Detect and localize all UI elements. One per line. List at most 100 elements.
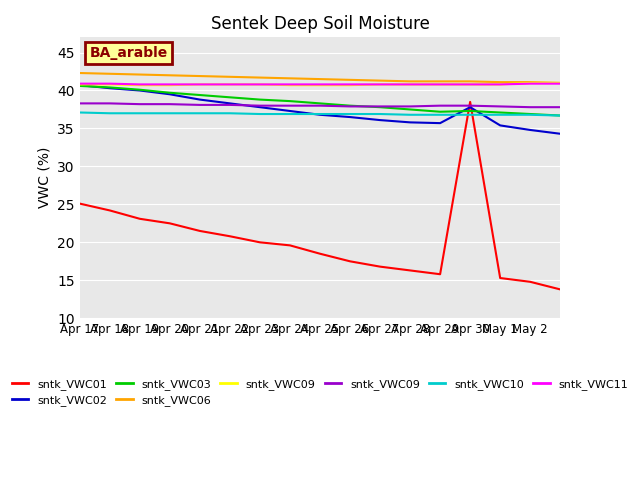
sntk_VWC02 [106,85,114,91]
sntk_VWC01 [556,287,564,292]
sntk_VWC02 [76,82,84,88]
sntk_VWC06 [316,76,324,82]
sntk_VWC11 [556,81,564,86]
Line: sntk_VWC09: sntk_VWC09 [80,83,560,85]
sntk_VWC06 [106,71,114,77]
sntk_VWC01 [166,220,173,226]
sntk_VWC06 [556,80,564,86]
sntk_VWC11 [316,82,324,87]
sntk_VWC09 [196,102,204,108]
sntk_VWC09 [76,100,84,106]
sntk_VWC01 [196,228,204,234]
sntk_VWC09 [256,103,264,108]
sntk_VWC03 [226,95,234,100]
sntk_VWC11 [286,82,294,87]
sntk_VWC11 [76,81,84,86]
sntk_VWC03 [256,96,264,102]
sntk_VWC02 [166,91,173,97]
sntk_VWC10 [106,110,114,116]
sntk_VWC09 [467,103,474,108]
sntk_VWC11 [526,81,534,86]
Line: sntk_VWC01: sntk_VWC01 [80,102,560,289]
sntk_VWC11 [136,82,143,87]
sntk_VWC03 [106,84,114,90]
sntk_VWC02 [136,88,143,94]
sntk_VWC03 [406,107,414,112]
sntk_VWC02 [226,100,234,106]
sntk_VWC06 [497,79,504,85]
sntk_VWC09 [196,82,204,87]
sntk_VWC09 [467,82,474,87]
sntk_VWC09 [76,82,84,87]
sntk_VWC09 [406,104,414,109]
Line: sntk_VWC03: sntk_VWC03 [80,86,560,116]
Legend: sntk_VWC01, sntk_VWC02, sntk_VWC03, sntk_VWC06, sntk_VWC09, sntk_VWC09, sntk_VWC: sntk_VWC01, sntk_VWC02, sntk_VWC03, sntk… [7,374,633,410]
sntk_VWC02 [196,96,204,102]
sntk_VWC09 [136,101,143,107]
sntk_VWC10 [136,110,143,116]
sntk_VWC03 [76,83,84,89]
sntk_VWC02 [316,112,324,118]
sntk_VWC09 [136,82,143,88]
sntk_VWC09 [436,103,444,108]
sntk_VWC06 [196,73,204,79]
sntk_VWC02 [436,120,444,126]
sntk_VWC03 [346,103,354,108]
sntk_VWC09 [497,82,504,87]
sntk_VWC06 [467,79,474,84]
Line: sntk_VWC09: sntk_VWC09 [80,103,560,107]
sntk_VWC11 [436,82,444,87]
sntk_VWC10 [467,112,474,118]
sntk_VWC02 [376,117,384,123]
sntk_VWC03 [467,108,474,114]
Text: BA_arable: BA_arable [90,46,168,60]
sntk_VWC06 [136,72,143,77]
sntk_VWC06 [226,74,234,80]
sntk_VWC09 [346,82,354,88]
sntk_VWC02 [406,120,414,125]
sntk_VWC10 [316,111,324,117]
sntk_VWC03 [196,92,204,98]
sntk_VWC11 [346,82,354,87]
sntk_VWC09 [106,82,114,87]
sntk_VWC11 [497,82,504,87]
sntk_VWC09 [406,82,414,87]
sntk_VWC09 [376,82,384,87]
sntk_VWC06 [286,75,294,81]
sntk_VWC09 [436,82,444,87]
sntk_VWC10 [256,111,264,117]
sntk_VWC09 [286,103,294,108]
sntk_VWC02 [256,104,264,110]
Title: Sentek Deep Soil Moisture: Sentek Deep Soil Moisture [211,15,429,33]
sntk_VWC01 [136,216,143,222]
sntk_VWC09 [526,104,534,110]
sntk_VWC01 [406,267,414,273]
sntk_VWC09 [286,82,294,88]
sntk_VWC09 [376,104,384,109]
sntk_VWC06 [166,72,173,78]
sntk_VWC09 [166,101,173,107]
sntk_VWC03 [556,113,564,119]
sntk_VWC09 [166,82,173,88]
sntk_VWC01 [436,271,444,277]
sntk_VWC10 [526,112,534,118]
sntk_VWC10 [166,110,173,116]
sntk_VWC01 [286,242,294,248]
sntk_VWC09 [316,103,324,108]
sntk_VWC09 [526,80,534,86]
sntk_VWC10 [497,112,504,118]
sntk_VWC11 [467,82,474,87]
sntk_VWC02 [526,127,534,133]
sntk_VWC09 [106,100,114,106]
sntk_VWC06 [256,75,264,81]
sntk_VWC02 [497,122,504,128]
sntk_VWC09 [556,104,564,110]
sntk_VWC09 [346,104,354,109]
sntk_VWC10 [406,112,414,118]
sntk_VWC02 [286,108,294,114]
sntk_VWC06 [376,78,384,84]
sntk_VWC02 [467,104,474,110]
sntk_VWC01 [226,233,234,239]
sntk_VWC06 [346,77,354,83]
sntk_VWC09 [256,82,264,87]
